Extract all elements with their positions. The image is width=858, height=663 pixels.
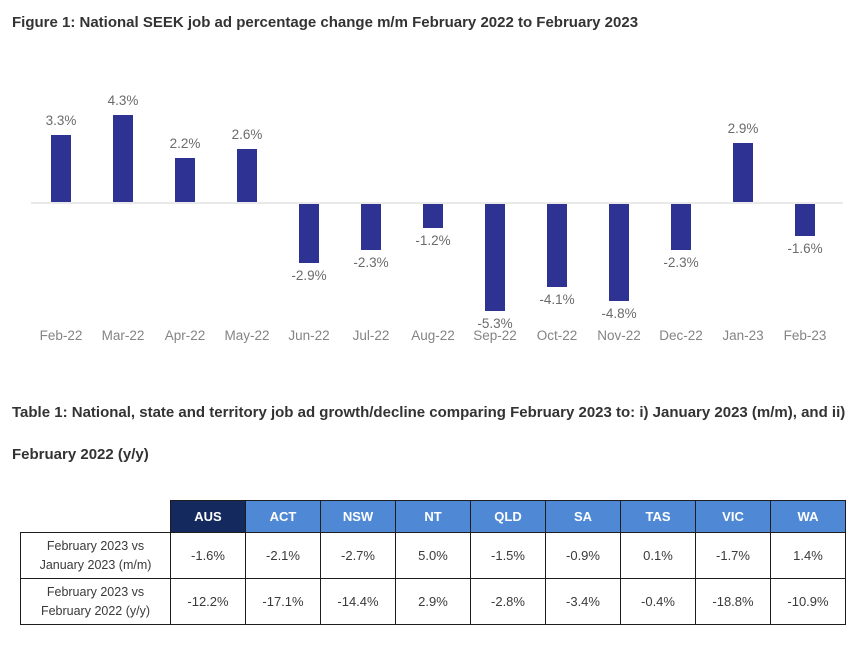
cell-sa-row1: -0.9% bbox=[545, 532, 621, 579]
cell-nt-row1: 5.0% bbox=[395, 532, 471, 579]
column-header-nt: NT bbox=[395, 500, 471, 533]
table-header: AUS ACT NSW NT QLD SA TAS VIC WA bbox=[20, 500, 846, 533]
row-label-line2: February 2022 (y/y) bbox=[40, 603, 151, 618]
bar-sep-22 bbox=[485, 204, 505, 312]
x-axis-label-jan-23: Jan-23 bbox=[722, 328, 764, 343]
bar-mar-22 bbox=[113, 115, 133, 202]
cell-aus-row1: -1.6% bbox=[170, 532, 246, 579]
column-header-tas: TAS bbox=[620, 500, 696, 533]
bar-value-label-oct-22: -4.1% bbox=[539, 291, 575, 307]
bar-value-label-jun-22: -2.9% bbox=[291, 267, 327, 283]
x-axis-label-apr-22: Apr-22 bbox=[164, 328, 206, 343]
cell-act-row2: -17.1% bbox=[245, 578, 321, 625]
figure-title: Figure 1: National SEEK job ad percentag… bbox=[12, 14, 639, 31]
bar-dec-22 bbox=[671, 204, 691, 251]
column-header-qld: QLD bbox=[470, 500, 546, 533]
bar-value-label-may-22: 2.6% bbox=[231, 127, 263, 143]
x-axis-label-mar-22: Mar-22 bbox=[101, 328, 145, 343]
bar-aug-22 bbox=[423, 204, 443, 229]
row-label-line2: January 2023 (m/m) bbox=[39, 557, 152, 572]
bar-value-label-feb-23: -1.6% bbox=[787, 241, 823, 257]
bar-jul-22 bbox=[361, 204, 381, 251]
bar-jan-23 bbox=[733, 143, 753, 202]
table-corner-cell bbox=[20, 500, 171, 533]
cell-tas-row1: 0.1% bbox=[620, 532, 696, 579]
bar-value-label-sep-22: -5.3% bbox=[477, 316, 513, 332]
row-label-2: February 2023 vs February 2022 (y/y) bbox=[20, 578, 171, 625]
x-axis-label-feb-22: Feb-22 bbox=[39, 328, 83, 343]
cell-wa-row2: -10.9% bbox=[770, 578, 846, 625]
table-row-1: February 2023 vs January 2023 (m/m) -1.6% -… bbox=[20, 532, 846, 579]
bar-value-label-jan-23: 2.9% bbox=[727, 121, 759, 137]
row-label-line1: February 2023 vs bbox=[46, 539, 145, 554]
table-title: Table 1: National, state and territory j… bbox=[12, 404, 846, 463]
cell-nsw-row2: -14.4% bbox=[320, 578, 396, 625]
bar-nov-22 bbox=[609, 204, 629, 301]
bar-jun-22 bbox=[299, 204, 319, 263]
cell-qld-row2: -2.8% bbox=[470, 578, 546, 625]
bar-value-label-nov-22: -4.8% bbox=[601, 305, 637, 321]
cell-aus-row2: -12.2% bbox=[170, 578, 246, 625]
x-axis-label-jul-22: Jul-22 bbox=[352, 328, 390, 343]
column-header-sa: SA bbox=[545, 500, 621, 533]
table-header-row: AUS ACT NSW NT QLD SA TAS VIC WA bbox=[20, 500, 846, 533]
column-header-wa: WA bbox=[770, 500, 846, 533]
row-label-line1: February 2023 vs bbox=[46, 585, 145, 600]
bar-apr-22 bbox=[175, 157, 195, 202]
x-axis-label-nov-22: Nov-22 bbox=[597, 328, 641, 343]
cell-nsw-row1: -2.7% bbox=[320, 532, 396, 579]
x-axis-label-jun-22: Jun-22 bbox=[288, 328, 330, 343]
bar-chart: 3.3% Feb-22 4.3% Mar-22 2.2% Apr-22 2.6% May-22… bbox=[15, 80, 847, 350]
bar-value-label-aug-22: -1.2% bbox=[415, 233, 451, 249]
bar-value-label-jul-22: -2.3% bbox=[353, 255, 389, 271]
row-label-1: February 2023 vs January 2023 (m/m) bbox=[20, 532, 171, 579]
x-axis-label-aug-22: Aug-22 bbox=[411, 328, 455, 343]
report-page: Figure 1: National SEEK job ad percentag… bbox=[12, 14, 847, 625]
bar-value-label-feb-22: 3.3% bbox=[45, 113, 77, 129]
cell-vic-row2: -18.8% bbox=[695, 578, 771, 625]
x-axis-label-may-22: May-22 bbox=[224, 328, 270, 343]
table-row-2: February 2023 vs February 2022 (y/y) -12.2… bbox=[20, 578, 846, 625]
x-axis-label-sep-22: Sep-22 bbox=[473, 328, 517, 343]
cell-act-row1: -2.1% bbox=[245, 532, 321, 579]
cell-vic-row1: -1.7% bbox=[695, 532, 771, 579]
cell-wa-row1: 1.4% bbox=[770, 532, 846, 579]
x-axis-label-dec-22: Dec-22 bbox=[659, 328, 703, 343]
bar-feb-23 bbox=[795, 204, 815, 237]
state-territory-table: AUS ACT NSW NT QLD SA TAS VIC WA February 2023 v… bbox=[20, 500, 846, 625]
bar-feb-22 bbox=[51, 135, 71, 202]
bar-may-22 bbox=[237, 149, 257, 202]
table-body: February 2023 vs January 2023 (m/m) -1.6% -… bbox=[20, 532, 846, 625]
zero-axis-line bbox=[31, 202, 843, 204]
cell-qld-row1: -1.5% bbox=[470, 532, 546, 579]
column-header-aus: AUS bbox=[170, 500, 246, 533]
cell-tas-row2: -0.4% bbox=[620, 578, 696, 625]
bar-oct-22 bbox=[547, 204, 567, 287]
x-axis-label-oct-22: Oct-22 bbox=[536, 328, 578, 343]
column-header-act: ACT bbox=[245, 500, 321, 533]
cell-nt-row2: 2.9% bbox=[395, 578, 471, 625]
column-header-vic: VIC bbox=[695, 500, 771, 533]
x-axis-label-feb-23: Feb-23 bbox=[783, 328, 827, 343]
bar-value-label-mar-22: 4.3% bbox=[107, 93, 139, 109]
bar-value-label-apr-22: 2.2% bbox=[169, 135, 201, 151]
cell-sa-row2: -3.4% bbox=[545, 578, 621, 625]
column-header-nsw: NSW bbox=[320, 500, 396, 533]
bar-value-label-dec-22: -2.3% bbox=[663, 255, 699, 271]
